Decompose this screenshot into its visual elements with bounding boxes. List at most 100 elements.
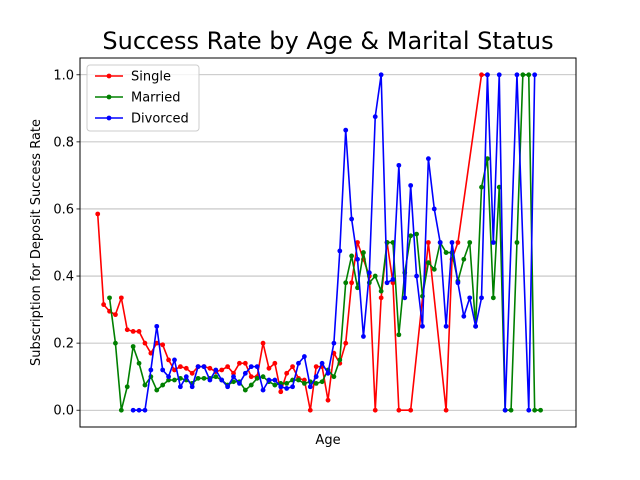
data-point-divorced bbox=[207, 377, 213, 383]
data-point-married bbox=[142, 382, 148, 388]
data-point-single bbox=[95, 211, 101, 217]
data-point-married bbox=[272, 382, 278, 388]
data-point-single bbox=[378, 295, 384, 301]
data-point-married bbox=[372, 273, 378, 279]
data-point-divorced bbox=[284, 386, 290, 391]
data-point-divorced bbox=[378, 72, 384, 78]
data-point-single bbox=[325, 397, 331, 403]
data-point-divorced bbox=[213, 367, 219, 373]
data-point-married bbox=[361, 250, 366, 255]
data-point-single bbox=[177, 364, 183, 370]
data-point-divorced bbox=[372, 114, 378, 120]
data-point-divorced bbox=[443, 323, 449, 329]
data-point-divorced bbox=[390, 277, 396, 282]
data-point-divorced bbox=[148, 367, 154, 373]
legend-item-married: Married bbox=[95, 91, 181, 106]
data-point-married bbox=[378, 288, 384, 294]
data-point-divorced bbox=[490, 240, 496, 245]
data-point-single bbox=[313, 364, 319, 370]
data-point-divorced bbox=[437, 240, 443, 245]
data-point-divorced bbox=[130, 407, 136, 413]
data-point-single bbox=[148, 350, 154, 356]
data-point-divorced bbox=[231, 374, 236, 380]
data-point-married bbox=[160, 382, 166, 388]
y-axis-label: Subscription for Deposit Success Rate bbox=[29, 119, 44, 366]
data-point-married bbox=[343, 280, 349, 286]
data-point-divorced bbox=[526, 407, 532, 413]
data-point-divorced bbox=[361, 334, 366, 339]
data-point-married bbox=[443, 250, 449, 255]
data-point-divorced bbox=[225, 384, 231, 390]
data-point-divorced bbox=[331, 340, 337, 346]
data-point-single bbox=[307, 407, 313, 413]
data-point-divorced bbox=[301, 354, 307, 359]
data-point-divorced bbox=[479, 295, 484, 301]
data-point-married bbox=[331, 374, 337, 380]
data-point-divorced bbox=[461, 313, 467, 319]
data-point-divorced bbox=[355, 256, 360, 262]
y-tick-label: 0.6 bbox=[53, 202, 74, 217]
data-point-married bbox=[195, 375, 201, 381]
data-point-divorced bbox=[177, 384, 183, 390]
data-point-married bbox=[231, 379, 236, 385]
data-point-single bbox=[284, 370, 290, 376]
data-point-single bbox=[443, 407, 449, 413]
data-point-divorced bbox=[172, 357, 177, 363]
data-point-divorced bbox=[307, 384, 313, 390]
data-point-divorced bbox=[272, 377, 278, 383]
data-point-single bbox=[425, 240, 431, 245]
legend-item-single: Single bbox=[95, 70, 171, 85]
legend-label: Divorced bbox=[131, 112, 189, 127]
legend-marker bbox=[106, 115, 112, 121]
data-point-divorced bbox=[166, 374, 171, 380]
data-point-single bbox=[396, 407, 402, 413]
data-point-divorced bbox=[189, 384, 195, 390]
data-point-married bbox=[166, 377, 171, 383]
data-point-single bbox=[237, 360, 242, 366]
data-point-married bbox=[508, 407, 514, 413]
data-point-divorced bbox=[260, 387, 266, 393]
data-point-married bbox=[260, 374, 266, 380]
data-point-married bbox=[284, 380, 290, 386]
data-point-divorced bbox=[449, 240, 455, 245]
data-point-married bbox=[107, 295, 112, 301]
data-point-divorced bbox=[195, 364, 201, 370]
data-point-married bbox=[425, 260, 431, 266]
data-point-married bbox=[355, 285, 360, 291]
data-point-married bbox=[526, 72, 532, 78]
data-point-divorced bbox=[319, 360, 325, 366]
data-point-married bbox=[254, 375, 260, 381]
data-point-single bbox=[101, 302, 107, 307]
legend-marker bbox=[106, 73, 112, 79]
data-point-single bbox=[207, 365, 213, 371]
data-point-single bbox=[136, 328, 142, 334]
data-point-divorced bbox=[514, 72, 520, 78]
data-point-divorced bbox=[296, 360, 301, 366]
data-point-married bbox=[396, 332, 402, 338]
data-point-single bbox=[301, 377, 307, 383]
data-point-single bbox=[455, 240, 461, 245]
data-point-single bbox=[231, 370, 236, 376]
data-point-single bbox=[142, 340, 148, 346]
legend-item-divorced: Divorced bbox=[95, 112, 189, 127]
y-tick-label: 0.8 bbox=[53, 135, 74, 150]
series-divorced bbox=[130, 72, 538, 413]
data-point-single bbox=[272, 360, 278, 366]
legend-label: Married bbox=[131, 91, 181, 106]
y-axis-ticks: 0.0 0.2 0.4 0.6 0.8 1.0 bbox=[53, 68, 80, 419]
data-point-divorced bbox=[349, 216, 355, 222]
data-point-divorced bbox=[431, 206, 437, 212]
data-point-married bbox=[248, 382, 254, 388]
data-point-married bbox=[431, 266, 437, 272]
data-point-married bbox=[520, 72, 526, 78]
data-point-divorced bbox=[532, 72, 538, 78]
data-point-divorced bbox=[313, 374, 319, 380]
data-point-married bbox=[313, 380, 319, 386]
data-point-married bbox=[154, 387, 160, 393]
data-point-divorced bbox=[425, 156, 431, 162]
data-point-single bbox=[355, 240, 360, 245]
data-point-divorced bbox=[502, 407, 508, 413]
data-point-single bbox=[343, 340, 349, 346]
data-point-divorced bbox=[366, 270, 372, 276]
data-point-divorced bbox=[414, 273, 419, 279]
